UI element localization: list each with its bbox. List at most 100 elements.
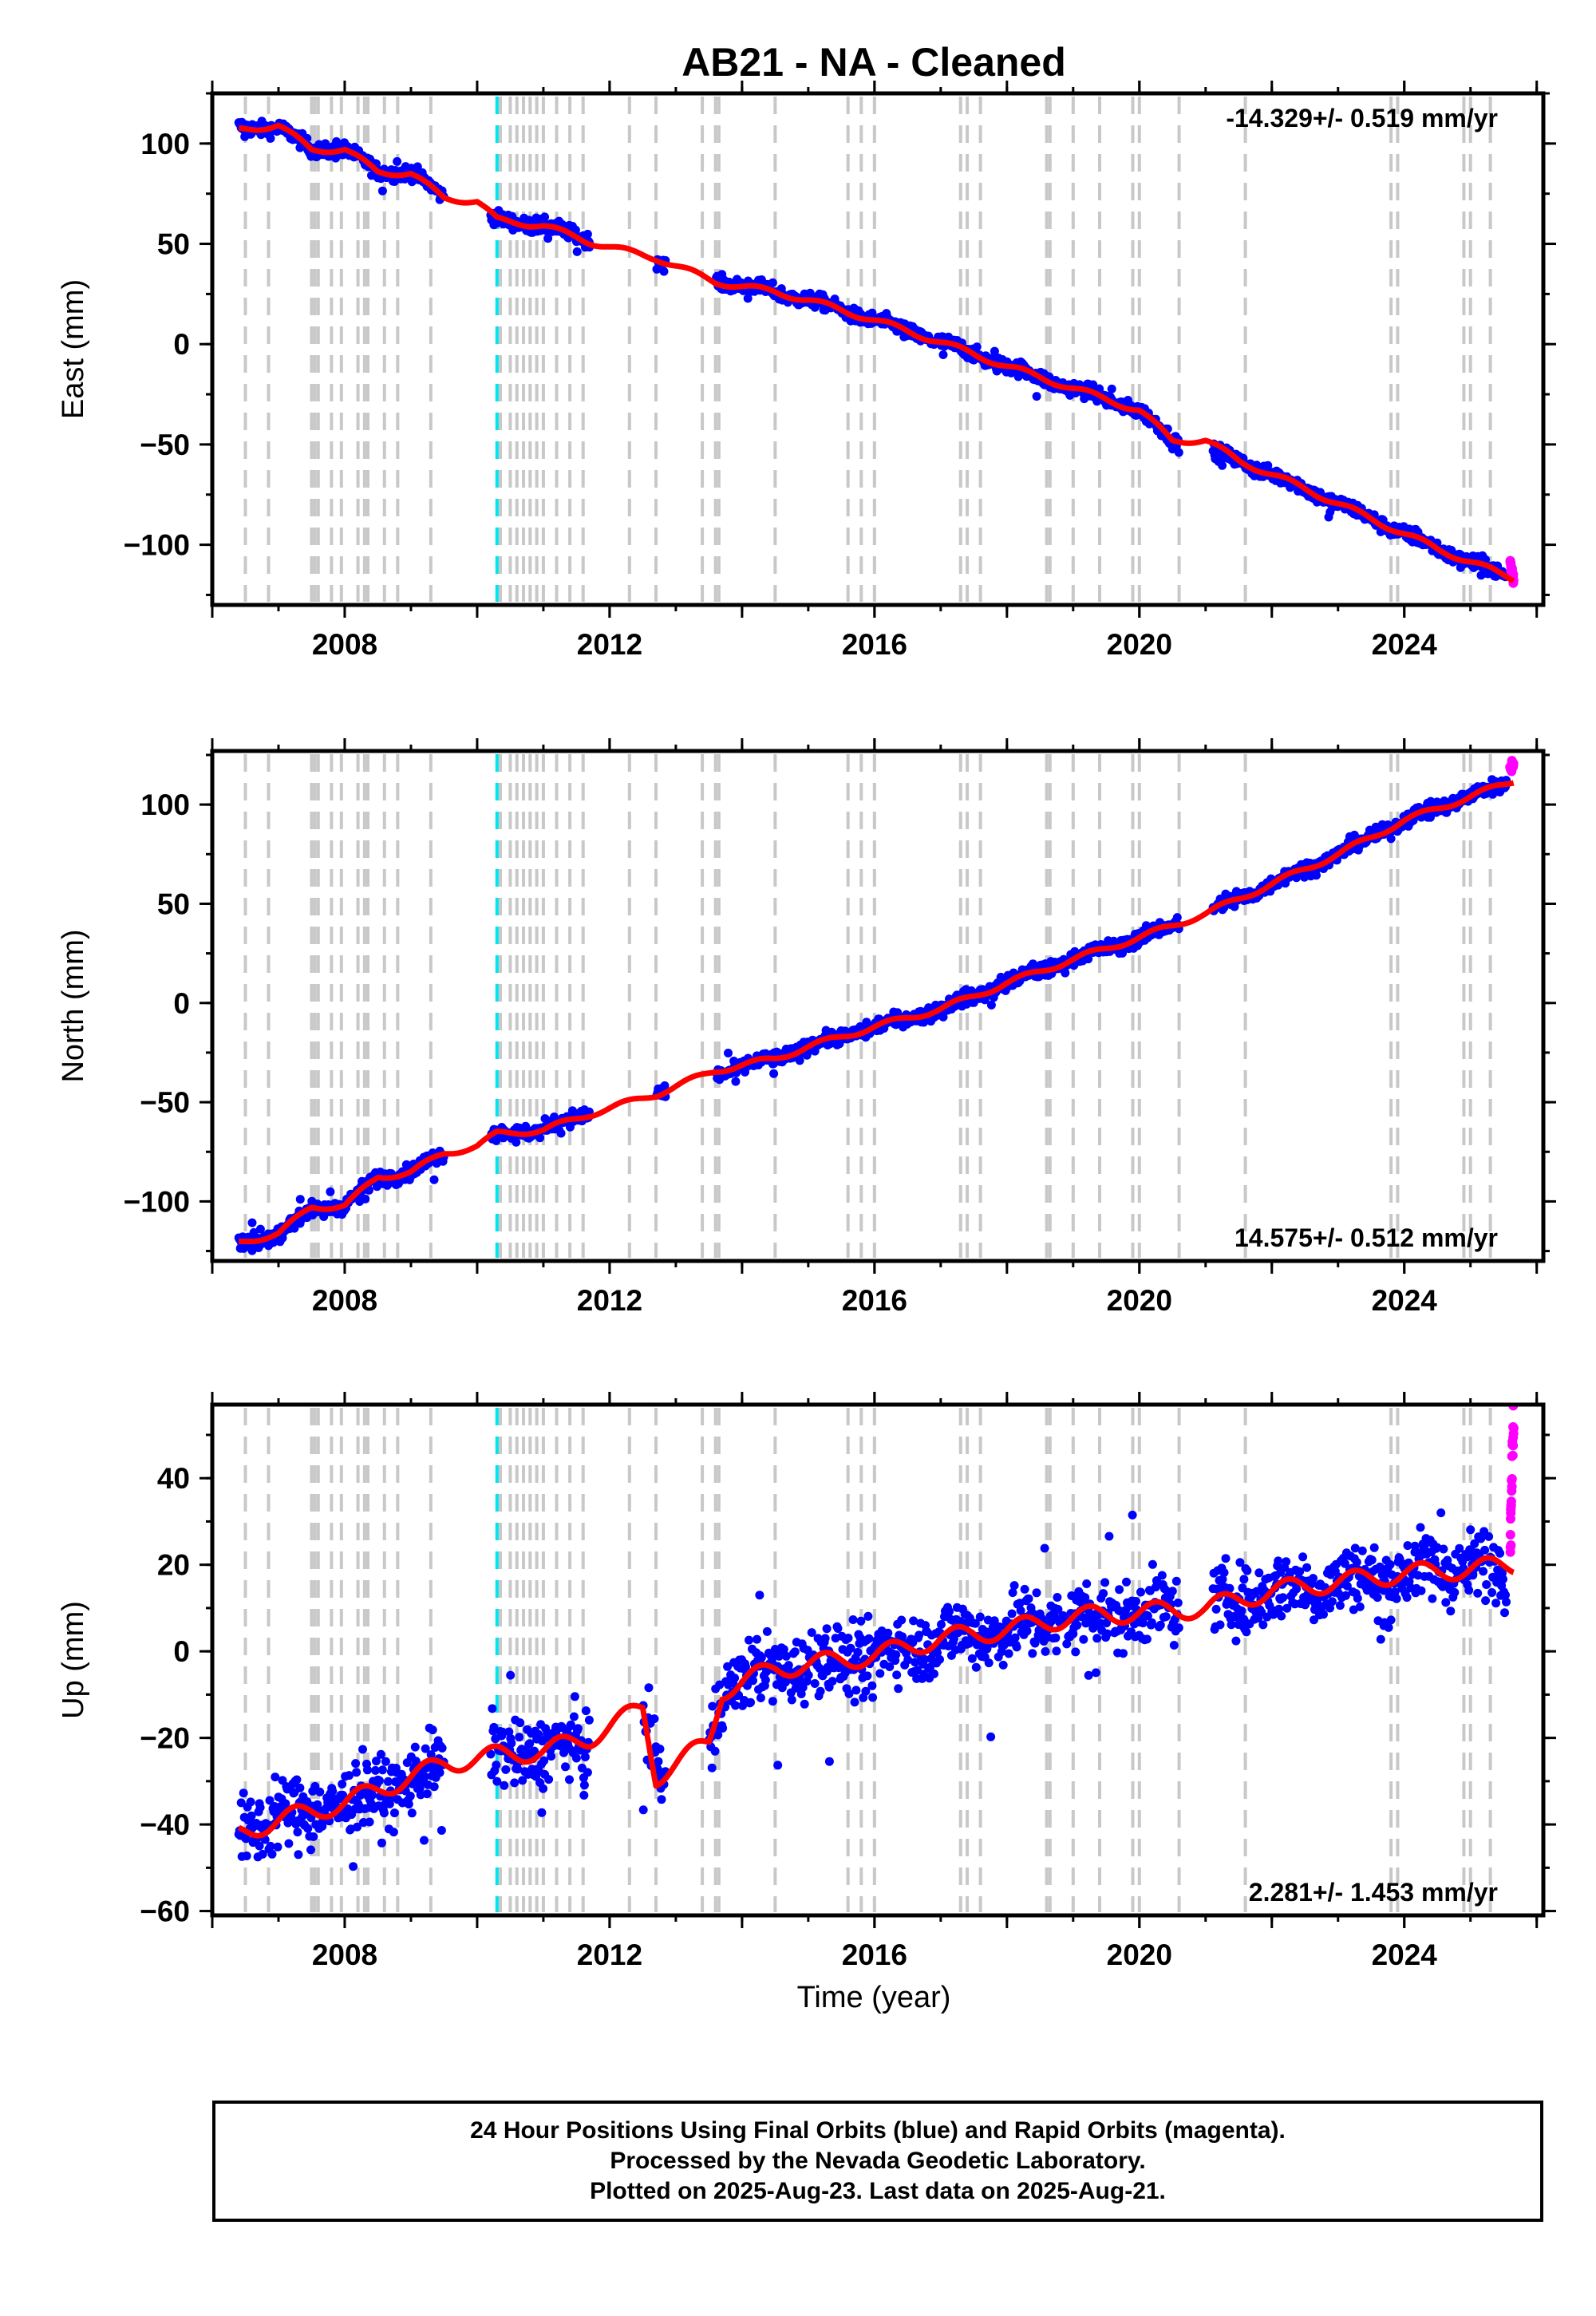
data-point-final bbox=[377, 1838, 386, 1848]
data-point-final bbox=[823, 1666, 832, 1676]
y-tick-label: −40 bbox=[140, 1808, 190, 1841]
data-point-final bbox=[990, 346, 999, 356]
data-point-final bbox=[273, 1842, 282, 1852]
east-panel: 2008 2012 2016 2020 2024 −100 −50 0 50 100 East (m… bbox=[57, 81, 1556, 661]
data-point-final bbox=[1367, 1555, 1377, 1565]
data-point-final bbox=[710, 1746, 720, 1756]
data-point-final bbox=[1242, 1566, 1252, 1575]
data-point-final bbox=[1073, 1620, 1082, 1630]
data-point-final bbox=[389, 1808, 399, 1818]
data-point-final bbox=[428, 1725, 437, 1735]
data-point-final bbox=[768, 278, 777, 287]
data-point-final bbox=[565, 1775, 574, 1784]
data-point-final bbox=[1132, 1597, 1140, 1606]
data-point-final bbox=[294, 1850, 303, 1860]
data-point-final bbox=[1473, 1588, 1483, 1598]
data-point-final bbox=[938, 1012, 948, 1022]
data-point-final bbox=[1302, 1563, 1312, 1572]
data-point-final bbox=[1100, 1578, 1110, 1587]
data-point-final bbox=[363, 1765, 372, 1775]
data-point-final bbox=[654, 1757, 663, 1766]
x-tick-label: 2008 bbox=[312, 628, 377, 661]
data-point-final bbox=[984, 1658, 994, 1668]
data-point-final bbox=[863, 1611, 873, 1621]
data-point-final bbox=[1156, 1620, 1165, 1630]
data-point-final bbox=[739, 1664, 749, 1674]
data-point-final bbox=[332, 136, 342, 146]
data-point-final bbox=[1035, 1609, 1045, 1618]
data-point-final bbox=[894, 1684, 903, 1694]
data-point-final bbox=[1148, 1559, 1157, 1569]
data-point-final bbox=[492, 1761, 501, 1770]
data-point-final bbox=[303, 1824, 313, 1833]
data-point-final bbox=[1335, 1601, 1345, 1611]
data-point-final bbox=[420, 1836, 429, 1845]
data-point-final bbox=[429, 1175, 439, 1184]
data-point-final bbox=[1482, 1580, 1491, 1589]
data-point-final bbox=[531, 213, 541, 223]
data-point-final bbox=[1218, 460, 1227, 470]
data-point-final bbox=[437, 1826, 446, 1835]
data-point-final bbox=[1219, 1568, 1229, 1577]
data-point-final bbox=[851, 1686, 861, 1695]
data-point-final bbox=[583, 1768, 592, 1777]
data-point-final bbox=[393, 156, 402, 166]
data-point-final bbox=[1373, 1593, 1382, 1603]
data-point-final bbox=[437, 1743, 447, 1753]
data-point-final bbox=[1428, 1594, 1437, 1603]
data-point-final bbox=[1157, 1571, 1167, 1580]
data-point-final bbox=[824, 1757, 834, 1766]
data-point-final bbox=[246, 1797, 255, 1807]
data-point-final bbox=[581, 1706, 591, 1716]
data-point-final bbox=[787, 1695, 796, 1705]
data-point-final bbox=[284, 1839, 294, 1848]
plot-frame bbox=[210, 749, 1546, 1263]
y-tick-label: 40 bbox=[157, 1462, 190, 1495]
data-point-final bbox=[769, 1069, 779, 1078]
data-point-final bbox=[1353, 1594, 1362, 1603]
data-point-rapid bbox=[1507, 1450, 1518, 1460]
data-point-final bbox=[800, 1699, 809, 1709]
data-point-final bbox=[556, 1128, 566, 1138]
data-point-final bbox=[816, 1686, 825, 1696]
data-point-final bbox=[1173, 1598, 1183, 1607]
rapid-points bbox=[1505, 1405, 1519, 1557]
data-point-final bbox=[1369, 1543, 1379, 1552]
data-point-rapid bbox=[1507, 1474, 1517, 1484]
data-point-final bbox=[515, 1733, 524, 1742]
footer-line-1: 24 Hour Positions Using Final Orbits (bl… bbox=[470, 2117, 1286, 2144]
x-tick-label: 2012 bbox=[577, 628, 642, 661]
data-point-final bbox=[998, 1660, 1008, 1670]
data-point-final bbox=[1327, 1597, 1337, 1607]
data-point-final bbox=[975, 1612, 985, 1622]
data-point-final bbox=[1174, 448, 1183, 457]
data-point-final bbox=[982, 1644, 992, 1654]
up-panel: 2008 2012 2016 2020 2024 −60 −40 −20 0 20 40 Up (mm… bbox=[57, 1392, 1556, 1971]
data-point-final bbox=[1211, 1604, 1221, 1614]
data-point-final bbox=[428, 1763, 437, 1773]
data-point-final bbox=[240, 132, 250, 141]
data-point-final bbox=[512, 1137, 521, 1147]
data-point-final bbox=[1500, 1608, 1509, 1618]
data-point-final bbox=[972, 342, 982, 352]
y-axis-label: Up (mm) bbox=[57, 1601, 90, 1719]
x-tick-label: 2012 bbox=[577, 1939, 642, 1971]
data-point-final bbox=[351, 1759, 361, 1769]
y-tick-label: −50 bbox=[140, 429, 190, 461]
data-point-final bbox=[1254, 1568, 1264, 1578]
x-tick-label: 2024 bbox=[1372, 628, 1438, 661]
x-tick-label: 2016 bbox=[842, 628, 907, 661]
data-point-final bbox=[377, 186, 387, 196]
data-point-final bbox=[1020, 1584, 1029, 1594]
data-point-final bbox=[1079, 1634, 1088, 1644]
data-point-final bbox=[1487, 1588, 1497, 1597]
data-point-final bbox=[1242, 1627, 1251, 1637]
x-tick-label: 2020 bbox=[1107, 1284, 1172, 1317]
data-point-final bbox=[1476, 571, 1486, 580]
data-point-final bbox=[795, 1056, 804, 1065]
data-point-final bbox=[377, 1765, 387, 1775]
y-tick-label: 100 bbox=[140, 788, 190, 821]
data-point-final bbox=[843, 1634, 853, 1642]
y-tick-label: 0 bbox=[173, 328, 190, 361]
